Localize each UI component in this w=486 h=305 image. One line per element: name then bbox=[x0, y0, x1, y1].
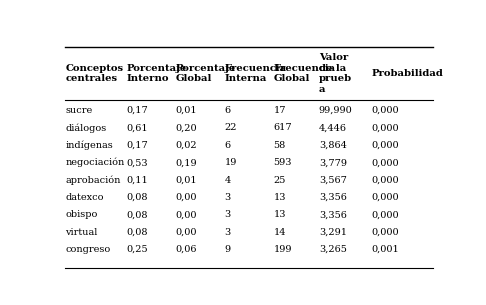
Text: congreso: congreso bbox=[65, 245, 110, 254]
Text: Valor
de la
prueb
a: Valor de la prueb a bbox=[319, 53, 352, 94]
Text: indígenas: indígenas bbox=[65, 141, 113, 150]
Text: 0,001: 0,001 bbox=[371, 245, 399, 254]
Text: 4: 4 bbox=[225, 176, 231, 185]
Text: 0,25: 0,25 bbox=[127, 245, 148, 254]
Text: 0,000: 0,000 bbox=[371, 176, 399, 185]
Text: 0,000: 0,000 bbox=[371, 141, 399, 150]
Text: 17: 17 bbox=[274, 106, 286, 115]
Text: 3,356: 3,356 bbox=[319, 193, 347, 202]
Text: 0,01: 0,01 bbox=[175, 176, 197, 185]
Text: Conceptos
centrales: Conceptos centrales bbox=[65, 64, 123, 83]
Text: diálogos: diálogos bbox=[65, 123, 106, 133]
Text: 0,000: 0,000 bbox=[371, 228, 399, 237]
Text: sucre: sucre bbox=[65, 106, 92, 115]
Text: 3,291: 3,291 bbox=[319, 228, 347, 237]
Text: 0,01: 0,01 bbox=[175, 106, 197, 115]
Text: 13: 13 bbox=[274, 210, 286, 219]
Text: 0,06: 0,06 bbox=[175, 245, 197, 254]
Text: datexco: datexco bbox=[65, 193, 104, 202]
Text: 0,02: 0,02 bbox=[175, 141, 197, 150]
Text: 0,000: 0,000 bbox=[371, 158, 399, 167]
Text: 0,20: 0,20 bbox=[175, 124, 197, 132]
Text: 6: 6 bbox=[225, 106, 231, 115]
Text: 0,11: 0,11 bbox=[127, 176, 148, 185]
Text: 0,08: 0,08 bbox=[127, 193, 148, 202]
Text: Probabilidad: Probabilidad bbox=[371, 69, 443, 78]
Text: 3: 3 bbox=[225, 210, 231, 219]
Text: Porcentaje
Global: Porcentaje Global bbox=[175, 64, 236, 83]
Text: 3,356: 3,356 bbox=[319, 210, 347, 219]
Text: 3,779: 3,779 bbox=[319, 158, 347, 167]
Text: 0,00: 0,00 bbox=[175, 193, 197, 202]
Text: 4,446: 4,446 bbox=[319, 124, 347, 132]
Text: 19: 19 bbox=[225, 158, 237, 167]
Text: 3: 3 bbox=[225, 193, 231, 202]
Text: 6: 6 bbox=[225, 141, 231, 150]
Text: 0,000: 0,000 bbox=[371, 210, 399, 219]
Text: 0,000: 0,000 bbox=[371, 106, 399, 115]
Text: 199: 199 bbox=[274, 245, 292, 254]
Text: 593: 593 bbox=[274, 158, 292, 167]
Text: Frecuencia
Global: Frecuencia Global bbox=[274, 64, 336, 83]
Text: 13: 13 bbox=[274, 193, 286, 202]
Text: Frecuencia
Interna: Frecuencia Interna bbox=[225, 64, 287, 83]
Text: negociación: negociación bbox=[65, 158, 124, 167]
Text: 99,990: 99,990 bbox=[319, 106, 352, 115]
Text: 14: 14 bbox=[274, 228, 286, 237]
Text: 3,864: 3,864 bbox=[319, 141, 347, 150]
Text: 0,000: 0,000 bbox=[371, 193, 399, 202]
Text: 0,00: 0,00 bbox=[175, 210, 197, 219]
Text: Porcentaje
Interno: Porcentaje Interno bbox=[127, 64, 187, 83]
Text: 0,61: 0,61 bbox=[127, 124, 148, 132]
Text: 58: 58 bbox=[274, 141, 286, 150]
Text: 0,53: 0,53 bbox=[127, 158, 148, 167]
Text: 0,000: 0,000 bbox=[371, 124, 399, 132]
Text: 0,08: 0,08 bbox=[127, 228, 148, 237]
Text: 3,567: 3,567 bbox=[319, 176, 347, 185]
Text: 0,17: 0,17 bbox=[127, 106, 148, 115]
Text: 22: 22 bbox=[225, 124, 237, 132]
Text: virtual: virtual bbox=[65, 228, 98, 237]
Text: 9: 9 bbox=[225, 245, 231, 254]
Text: aprobación: aprobación bbox=[65, 175, 121, 185]
Text: 0,19: 0,19 bbox=[175, 158, 197, 167]
Text: 0,08: 0,08 bbox=[127, 210, 148, 219]
Text: 25: 25 bbox=[274, 176, 286, 185]
Text: obispo: obispo bbox=[65, 210, 98, 219]
Text: 3,265: 3,265 bbox=[319, 245, 347, 254]
Text: 0,00: 0,00 bbox=[175, 228, 197, 237]
Text: 3: 3 bbox=[225, 228, 231, 237]
Text: 0,17: 0,17 bbox=[127, 141, 148, 150]
Text: 617: 617 bbox=[274, 124, 292, 132]
